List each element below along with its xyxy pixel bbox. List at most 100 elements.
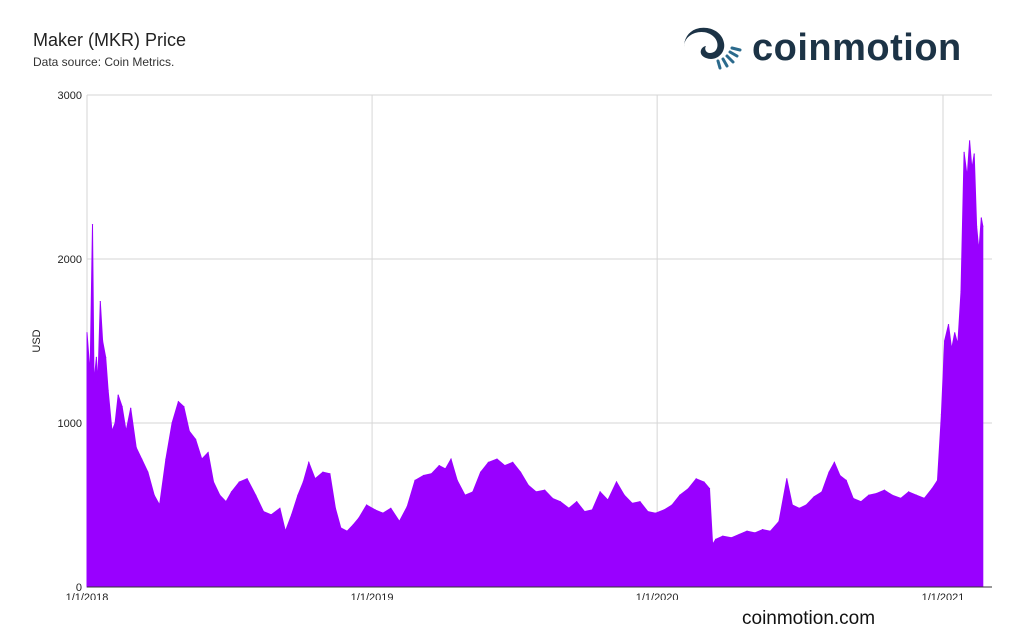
price-point [703,481,705,483]
price-point [931,488,933,490]
price-point [374,509,376,511]
price-point [423,474,425,477]
price-point [671,504,673,506]
price-point [97,381,99,383]
price-point [125,430,127,432]
price-point [89,373,91,375]
price-point [105,356,107,358]
price-point [141,458,143,460]
price-point [93,381,95,383]
price-point [480,471,482,473]
price-chart: 0 1000 2000 3000 1/1/2018 1/1/2019 1/1/2020 1/1… [31,90,992,600]
price-point [978,250,980,252]
price-point [769,530,772,532]
price-point [679,494,681,496]
price-point [270,514,272,516]
price-point [833,461,836,463]
price-point [762,529,764,531]
price-point [722,535,724,537]
price-point [291,514,293,516]
price-point [821,491,823,493]
price-point [135,447,137,449]
price-point [225,501,227,503]
price-point [576,501,578,503]
price-point [738,533,740,536]
price-point [201,458,203,460]
price-point [754,532,756,534]
price-point [219,494,221,496]
price-point [982,225,984,227]
price-point [778,520,780,523]
price-point [591,509,593,511]
price-point [655,512,657,514]
price-point [86,332,88,334]
price-point [891,494,893,496]
price-point [828,471,830,473]
x-tick-label: 1/1/2019 [351,592,394,600]
price-point [908,491,910,493]
price-point [382,512,384,514]
price-point [791,504,793,506]
price-point [302,481,304,483]
price-point [746,530,748,532]
x-tick-label: 1/1/2018 [66,592,109,600]
price-point [91,224,94,226]
price-point [957,343,959,345]
price-point [390,507,392,509]
price-point [568,507,570,509]
price-point [951,348,953,350]
y-tick-label: 1000 [58,418,82,430]
price-point [334,507,336,509]
price-point [262,511,265,513]
price-point [559,501,561,503]
price-point [195,438,197,440]
price-point [183,406,185,408]
price-point [238,481,240,483]
price-point [414,479,416,481]
price-point [805,504,807,506]
price-point [114,422,116,424]
price-point [954,332,956,334]
price-point [346,530,348,532]
price-point [438,465,440,467]
price-point [813,496,815,498]
price-point [352,524,354,526]
price-point [786,478,788,480]
y-tick-label: 0 [76,582,82,594]
price-point [107,389,109,391]
price-point [544,489,546,491]
price-point [111,430,113,432]
price-point [944,340,946,342]
price-point [147,471,149,473]
price-point [207,451,209,454]
price-point [963,151,965,153]
price-point [464,494,466,496]
price-point [663,509,665,511]
price-point [444,468,447,470]
price-area [86,140,984,588]
price-point [868,494,870,496]
price-point [583,511,586,513]
price-point [329,473,331,475]
price-point [695,478,697,480]
footer-url[interactable]: coinmotion.com [742,608,876,629]
price-point [117,394,119,396]
price-point [947,324,950,326]
price-point [504,465,506,467]
price-point [971,168,973,170]
price-point [607,499,609,501]
price-point [246,478,248,480]
price-point [130,407,132,409]
coinmotion-logo: coinmotion [680,25,995,75]
price-point [472,491,474,493]
logo-swirl-icon [684,27,742,70]
logo-wordmark: coinmotion [752,27,962,69]
price-point [915,494,918,496]
price-point [340,527,342,529]
price-point [165,458,167,460]
price-point [95,356,97,358]
price-point [308,461,310,463]
price-point [647,511,649,513]
price-point [358,517,360,519]
price-point [450,458,452,460]
